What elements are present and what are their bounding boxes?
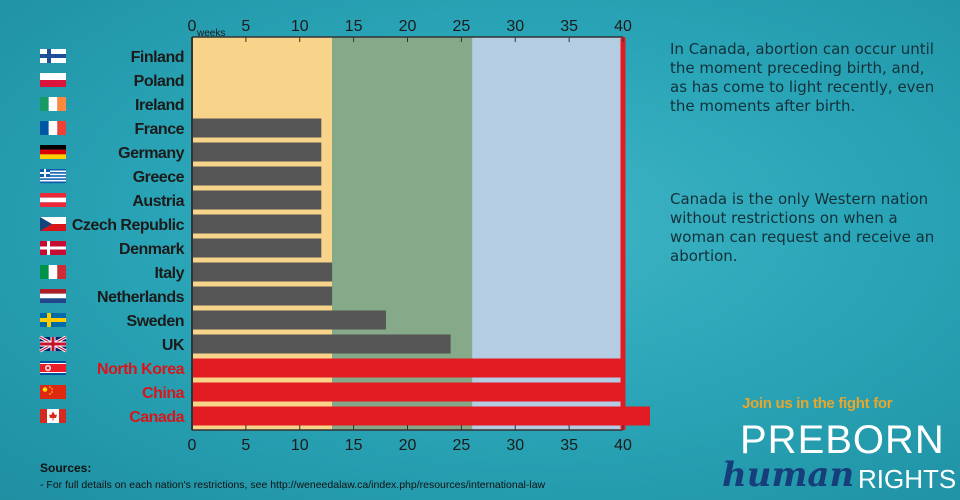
country-label-netherlands: Netherlands	[97, 289, 185, 306]
top-tick-label-40: 40	[614, 18, 632, 35]
top-tick-label-30: 30	[506, 18, 524, 35]
country-label-poland: Poland	[134, 73, 184, 90]
top-tick-label-10: 10	[291, 18, 309, 35]
country-label-austria: Austria	[132, 193, 184, 210]
bottom-tick-label-35: 35	[560, 437, 578, 454]
china-flag	[40, 385, 66, 399]
tick-labels: 0 0 5 5 10 10 15 15 20 20 25 25 30 30 35 35 40 40	[188, 18, 632, 454]
info-paragraph-2: Canada is the only Western nation withou…	[670, 190, 935, 265]
country-label-china: China	[142, 385, 185, 402]
italy-flag	[40, 265, 66, 279]
bar-greece	[192, 166, 322, 186]
bottom-tick-label-10: 10	[291, 437, 309, 454]
netherlands-flag	[40, 289, 66, 303]
country-label-greece: Greece	[133, 169, 185, 186]
poland-flag	[40, 73, 66, 87]
sources-heading: Sources:	[40, 461, 92, 475]
bottom-tick-label-30: 30	[506, 437, 524, 454]
north-korea-flag	[40, 361, 66, 375]
top-tick-label-20: 20	[399, 18, 417, 35]
country-label-france: France	[135, 121, 185, 138]
country-label-uk: UK	[162, 337, 185, 354]
bottom-tick-label-0: 0	[188, 437, 197, 454]
bar-north-korea	[192, 358, 623, 378]
germany-flag	[40, 145, 66, 159]
top-tick-label-35: 35	[560, 18, 578, 35]
czech-republic-flag	[40, 217, 66, 231]
info-paragraph-1: In Canada, abortion can occur until the …	[670, 40, 935, 115]
canada-flag	[40, 409, 66, 423]
join-text: Join us in the fight for	[742, 395, 893, 412]
france-flag	[40, 121, 66, 135]
uk-flag	[39, 335, 67, 353]
logo-rights: RIGHTS	[858, 464, 957, 494]
ireland-flag	[40, 97, 66, 111]
bar-denmark	[192, 238, 322, 258]
bar-canada	[192, 406, 650, 426]
sources-line: - For full details on each nation's rest…	[40, 479, 546, 491]
country-label-denmark: Denmark	[119, 241, 185, 258]
bottom-tick-label-25: 25	[452, 437, 470, 454]
denmark-flag	[40, 241, 66, 255]
greece-flag	[40, 169, 66, 184]
axes	[191, 36, 626, 431]
finland-flag	[40, 49, 66, 63]
sweden-flag	[40, 313, 66, 327]
bar-china	[192, 382, 623, 402]
country-labels: Finland Poland Ireland France Germany Greece A…	[72, 49, 186, 426]
top-tick-label-25: 25	[452, 18, 470, 35]
bar-austria	[192, 190, 322, 210]
country-label-ireland: Ireland	[135, 97, 184, 114]
bar-france	[192, 118, 322, 138]
country-label-germany: Germany	[118, 145, 184, 162]
bar-germany	[192, 142, 322, 162]
country-label-north-korea: North Korea	[97, 361, 185, 378]
bar-netherlands	[192, 286, 333, 306]
bar-czech-republic	[192, 214, 322, 234]
bottom-tick-label-40: 40	[614, 437, 632, 454]
austria-flag	[40, 193, 66, 207]
bottom-tick-label-5: 5	[241, 437, 250, 454]
country-label-italy: Italy	[154, 265, 184, 282]
top-tick-label-5: 5	[241, 18, 250, 35]
country-label-canada: Canada	[129, 409, 184, 426]
country-label-czech-republic: Czech Republic	[72, 217, 185, 234]
bottom-tick-label-20: 20	[399, 437, 417, 454]
top-tick-label-15: 15	[345, 18, 363, 35]
logo-preborn: PREBORN	[740, 418, 945, 462]
bottom-tick-label-15: 15	[345, 437, 363, 454]
bar-sweden	[192, 310, 386, 330]
top-tick-label-0: 0	[188, 18, 197, 35]
country-flags	[39, 49, 67, 423]
x-unit-label: weeks	[196, 28, 225, 39]
country-label-sweden: Sweden	[127, 313, 184, 330]
logo-human: human	[722, 455, 855, 495]
bar-italy	[192, 262, 333, 282]
country-label-finland: Finland	[131, 49, 184, 66]
bars	[192, 118, 650, 426]
bar-uk	[192, 334, 451, 354]
